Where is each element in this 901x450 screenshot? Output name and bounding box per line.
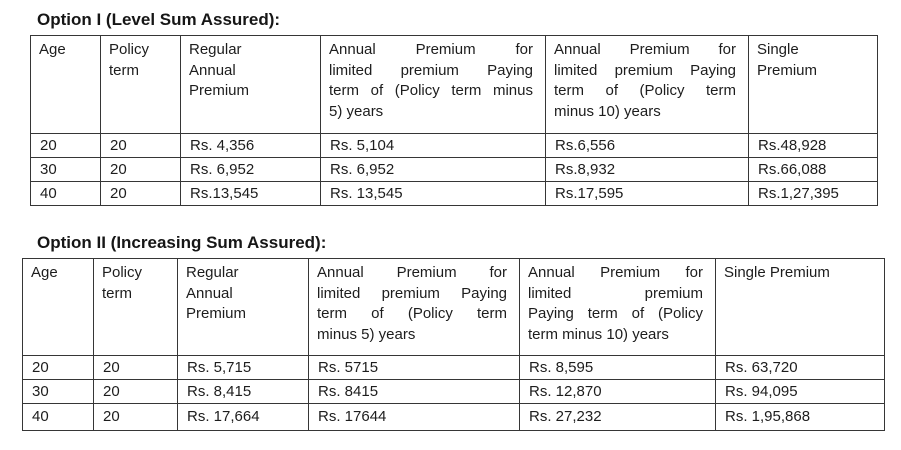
- header-line: Regular: [189, 41, 242, 58]
- table-row: 30 20 Rs. 6,952 Rs. 6,952 Rs.8,932 Rs.66…: [30, 157, 878, 182]
- table-row: 40 20 Rs.13,545 Rs. 13,545 Rs.17,595 Rs.…: [30, 181, 878, 206]
- header-line: Paying term of (Policy: [528, 305, 703, 322]
- cell-premium-minus5: Rs. 5715: [308, 355, 520, 380]
- cell-policy-term: 20: [93, 379, 178, 404]
- table-header-row: Age Policy term Regular Annual Premium Annu…: [22, 258, 885, 356]
- cell-premium-minus5: Rs. 13,545: [320, 181, 546, 206]
- header-line: Annual Premium for: [317, 264, 507, 281]
- header-annual-premium-minus10: Annual Premium for limited premium Paying…: [545, 35, 749, 134]
- header-regular-annual-premium: Regular Annual Premium: [177, 258, 309, 356]
- header-line: Age: [39, 41, 66, 58]
- cell-regular-premium: Rs. 8,415: [177, 379, 309, 404]
- header-annual-premium-minus5: Annual Premium for limited premium Paying…: [320, 35, 546, 134]
- header-age: Age: [30, 35, 101, 134]
- cell-regular-premium: Rs. 6,952: [180, 157, 321, 182]
- cell-single-premium: Rs.1,27,395: [748, 181, 878, 206]
- cell-age: 30: [30, 157, 101, 182]
- cell-premium-minus5: Rs. 8415: [308, 379, 520, 404]
- header-line: term of (Policy term: [554, 82, 736, 99]
- cell-premium-minus10: Rs.17,595: [545, 181, 749, 206]
- header-policy-term: Policy term: [100, 35, 181, 134]
- table-header-row: Age Policy term Regular Annual Premium Annu…: [30, 35, 878, 134]
- header-line: minus 10) years: [554, 102, 661, 120]
- header-line: Regular: [186, 264, 239, 281]
- cell-age: 20: [30, 133, 101, 158]
- header-line: Annual Premium for: [329, 41, 533, 58]
- header-line: limited premium Paying: [329, 61, 533, 79]
- header-line: Policy: [109, 41, 150, 58]
- cell-age: 40: [22, 403, 94, 431]
- cell-age: 40: [30, 181, 101, 206]
- header-regular-annual-premium: Regular Annual Premium: [180, 35, 321, 134]
- header-policy-term: Policy term: [93, 258, 178, 356]
- header-single-premium: Single Premium: [715, 258, 885, 356]
- header-line: term: [102, 284, 132, 302]
- cell-regular-premium: Rs. 17,664: [177, 403, 309, 431]
- header-line: term of (Policy term minus: [329, 82, 533, 99]
- cell-single-premium: Rs.48,928: [748, 133, 878, 158]
- cell-premium-minus10: Rs.6,556: [545, 133, 749, 158]
- header-line: Single Premium: [724, 264, 830, 281]
- option2-table: Age Policy term Regular Annual Premium Annu…: [22, 258, 885, 431]
- header-line: Annual: [189, 61, 236, 79]
- cell-regular-premium: Rs.13,545: [180, 181, 321, 206]
- header-line: Single: [757, 41, 799, 58]
- header-annual-premium-minus10: Annual Premium for limited premium Paying …: [519, 258, 716, 356]
- header-line: Annual: [186, 284, 233, 302]
- header-age: Age: [22, 258, 94, 356]
- cell-policy-term: 20: [100, 181, 181, 206]
- header-line: Annual Premium for: [528, 264, 703, 281]
- cell-single-premium: Rs. 94,095: [715, 379, 885, 404]
- header-line: Age: [31, 264, 58, 281]
- table-row: 20 20 Rs. 4,356 Rs. 5,104 Rs.6,556 Rs.48…: [30, 133, 878, 158]
- cell-regular-premium: Rs. 5,715: [177, 355, 309, 380]
- table-row: 20 20 Rs. 5,715 Rs. 5715 Rs. 8,595 Rs. 6…: [22, 355, 885, 380]
- table-row: 40 20 Rs. 17,664 Rs. 17644 Rs. 27,232 Rs…: [22, 403, 885, 431]
- option1-section: Option I (Level Sum Assured): Age Policy…: [30, 10, 878, 206]
- header-line: Premium: [186, 305, 247, 322]
- cell-policy-term: 20: [100, 133, 181, 158]
- header-line: term: [109, 61, 139, 79]
- cell-policy-term: 20: [100, 157, 181, 182]
- cell-age: 30: [22, 379, 94, 404]
- cell-premium-minus10: Rs. 12,870: [519, 379, 716, 404]
- cell-age: 20: [22, 355, 94, 380]
- cell-regular-premium: Rs. 4,356: [180, 133, 321, 158]
- header-single-premium: Single Premium: [748, 35, 878, 134]
- header-line: Annual Premium for: [554, 41, 736, 58]
- header-line: Premium: [757, 61, 818, 79]
- header-line: Premium: [189, 82, 250, 99]
- cell-premium-minus5: Rs. 5,104: [320, 133, 546, 158]
- cell-premium-minus10: Rs. 8,595: [519, 355, 716, 380]
- cell-policy-term: 20: [93, 403, 178, 431]
- header-line: limited premium Paying: [554, 61, 736, 79]
- option2-title: Option II (Increasing Sum Assured):: [37, 233, 327, 252]
- cell-premium-minus10: Rs.8,932: [545, 157, 749, 182]
- header-line: Policy: [102, 264, 143, 281]
- header-line: limited premium: [528, 284, 703, 302]
- header-line: term of (Policy term: [317, 305, 507, 322]
- header-line: 5) years: [329, 102, 384, 120]
- cell-single-premium: Rs. 1,95,868: [715, 403, 885, 431]
- option1-title: Option I (Level Sum Assured):: [37, 10, 281, 29]
- option1-table: Age Policy term Regular Annual Premium Annu…: [30, 35, 878, 206]
- header-line: limited premium Paying: [317, 284, 507, 302]
- cell-single-premium: Rs. 63,720: [715, 355, 885, 380]
- cell-single-premium: Rs.66,088: [748, 157, 878, 182]
- table-row: 30 20 Rs. 8,415 Rs. 8415 Rs. 12,870 Rs. …: [22, 379, 885, 404]
- cell-premium-minus5: Rs. 6,952: [320, 157, 546, 182]
- cell-premium-minus10: Rs. 27,232: [519, 403, 716, 431]
- header-annual-premium-minus5: Annual Premium for limited premium Paying…: [308, 258, 520, 356]
- header-line: minus 5) years: [317, 325, 416, 343]
- option2-section: Option II (Increasing Sum Assured): Age …: [22, 233, 885, 431]
- cell-premium-minus5: Rs. 17644: [308, 403, 520, 431]
- header-line: term minus 10) years: [528, 325, 669, 343]
- cell-policy-term: 20: [93, 355, 178, 380]
